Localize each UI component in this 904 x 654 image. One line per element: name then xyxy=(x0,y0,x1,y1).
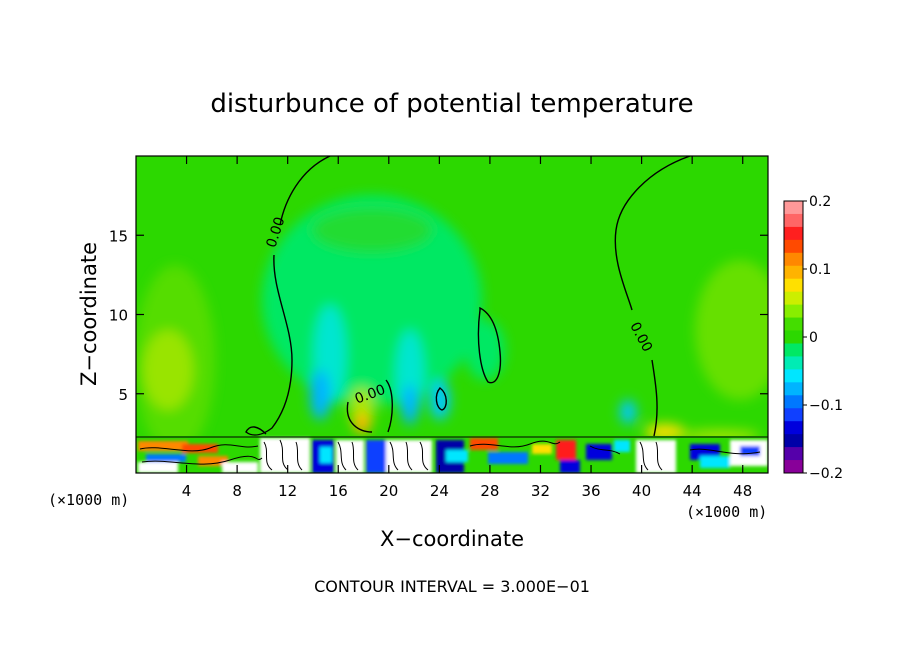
y-tick-label: 15 xyxy=(109,227,128,245)
colorbar-segment xyxy=(784,460,803,474)
x-tick-label: 12 xyxy=(278,482,297,500)
x-tick-label: 24 xyxy=(430,482,449,500)
colorbar-segment xyxy=(784,434,803,448)
y-tick-label: 5 xyxy=(118,386,128,404)
x-tick-label: 40 xyxy=(632,482,651,500)
field-regions xyxy=(136,195,768,455)
x-axis-ticks: 4 8 12 16 20 24 28 32 36 40 44 48 xyxy=(182,156,752,500)
colorbar-segment xyxy=(784,330,803,344)
colorbar-segment xyxy=(784,421,803,435)
colorbar-segment xyxy=(784,201,803,215)
colorbar-tick-label: −0.2 xyxy=(809,466,843,482)
colorbar-segment xyxy=(784,252,803,267)
x-tick-label: 16 xyxy=(329,482,348,500)
x-tick-label: 32 xyxy=(531,482,550,500)
x-tick-label: 36 xyxy=(581,482,600,500)
colorbar-segment xyxy=(784,382,803,396)
x-tick-label: 20 xyxy=(379,482,398,500)
colorbar-segment xyxy=(784,265,803,280)
chart-title: disturbunce of potential temperature xyxy=(210,89,693,119)
colorbar xyxy=(783,200,804,474)
colorbar-segment xyxy=(784,369,803,383)
x-unit-right: (×1000 m) xyxy=(686,503,767,521)
colorbar-tick-label: 0.1 xyxy=(809,262,831,278)
colorbar-segment xyxy=(784,278,803,293)
colorbar-segment xyxy=(784,317,803,332)
x-tick-label: 4 xyxy=(182,482,192,500)
boundary-layer-detail xyxy=(138,438,768,473)
x-tick-label: 8 xyxy=(232,482,242,500)
x-tick-label: 44 xyxy=(683,482,702,500)
colorbar-tick-label: −0.1 xyxy=(809,398,843,414)
x-tick-label: 28 xyxy=(480,482,499,500)
colorbar-segment xyxy=(784,356,803,370)
contour-interval-note: CONTOUR INTERVAL = 3.000E−01 xyxy=(314,577,590,596)
colorbar-segment xyxy=(784,343,803,357)
colorbar-segment xyxy=(784,239,803,254)
colorbar-ticks: 0.2 0.1 0 −0.1 −0.2 xyxy=(803,194,843,482)
colorbar-segment xyxy=(784,447,803,461)
zero-contours xyxy=(245,156,691,437)
colorbar-segment xyxy=(784,213,803,228)
colorbar-segment xyxy=(784,291,803,306)
colorbar-tick-label: 0 xyxy=(809,330,818,346)
plot-area: 0.000.000.00 xyxy=(136,156,768,473)
colorbar-segment xyxy=(784,395,803,409)
colorbar-tick-label: 0.2 xyxy=(809,194,831,210)
colorbar-segment xyxy=(784,226,803,241)
boundary-contours xyxy=(136,436,768,471)
y-axis-label: Z−coordinate xyxy=(77,242,101,386)
colorbar-segment xyxy=(784,304,803,319)
x-tick-label: 48 xyxy=(733,482,752,500)
colorbar-segment xyxy=(784,408,803,422)
y-tick-label: 10 xyxy=(109,307,128,325)
y-axis-ticks: 5 10 15 xyxy=(109,227,768,404)
x-unit-left: (×1000 m) xyxy=(48,491,129,509)
x-axis-label: X−coordinate xyxy=(380,527,524,551)
